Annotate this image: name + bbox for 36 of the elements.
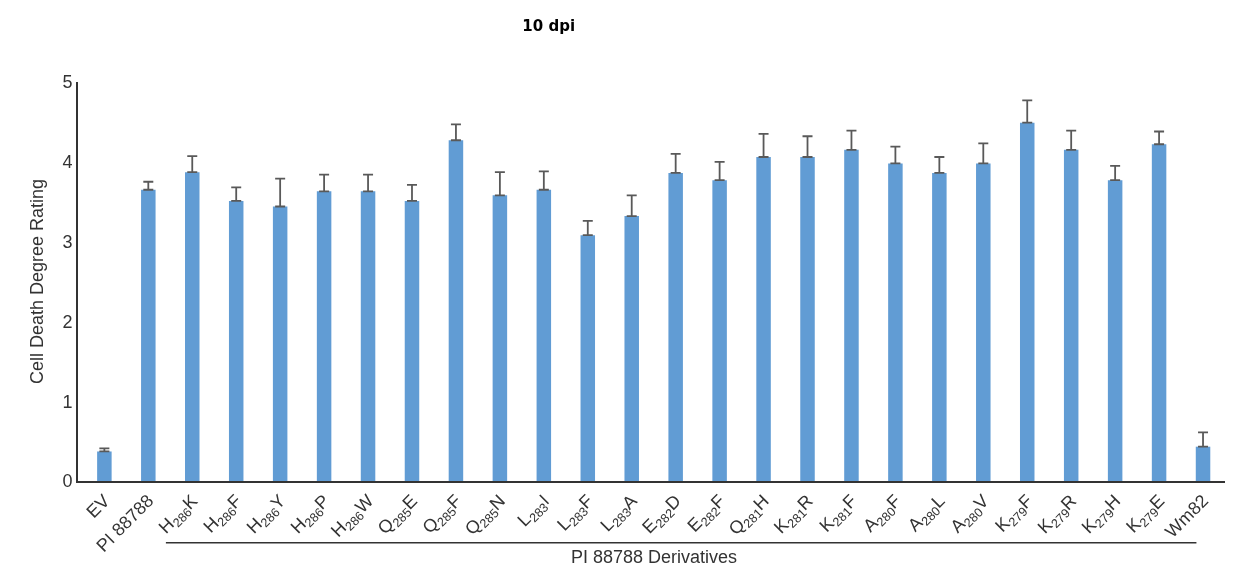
y-axis-title: Cell Death Degree Rating — [27, 178, 48, 385]
y-tick-label: 5 — [62, 72, 73, 93]
bar — [844, 149, 859, 481]
y-tick-label: 2 — [62, 311, 73, 332]
bar — [756, 157, 771, 481]
bar — [272, 206, 288, 481]
bar — [1195, 446, 1211, 481]
bar — [185, 172, 200, 481]
bar — [800, 157, 815, 481]
bar — [360, 191, 376, 481]
bar — [141, 189, 156, 481]
bar — [1019, 122, 1035, 481]
x-tick-label: EV — [82, 490, 114, 522]
bar — [228, 200, 244, 481]
y-tick-label: 3 — [62, 231, 73, 252]
bar — [97, 451, 112, 481]
bar — [492, 195, 508, 481]
y-tick-label: 0 — [62, 471, 73, 492]
bar — [1151, 144, 1167, 481]
bar — [976, 163, 991, 481]
bar — [1063, 149, 1079, 481]
bar — [580, 235, 596, 481]
bar — [888, 163, 903, 481]
chart-title: 10 dpi — [522, 16, 576, 35]
bar — [448, 140, 464, 481]
y-tick-label: 4 — [62, 152, 73, 173]
bar — [668, 172, 683, 481]
bar — [536, 189, 552, 481]
bar — [1107, 180, 1123, 481]
text: PI 88788 Derivatives — [571, 547, 738, 567]
bar — [316, 191, 332, 481]
bar — [932, 172, 947, 481]
y-tick-label: 1 — [62, 391, 73, 412]
bar — [404, 200, 420, 481]
bar — [624, 216, 639, 481]
bar — [712, 180, 727, 481]
